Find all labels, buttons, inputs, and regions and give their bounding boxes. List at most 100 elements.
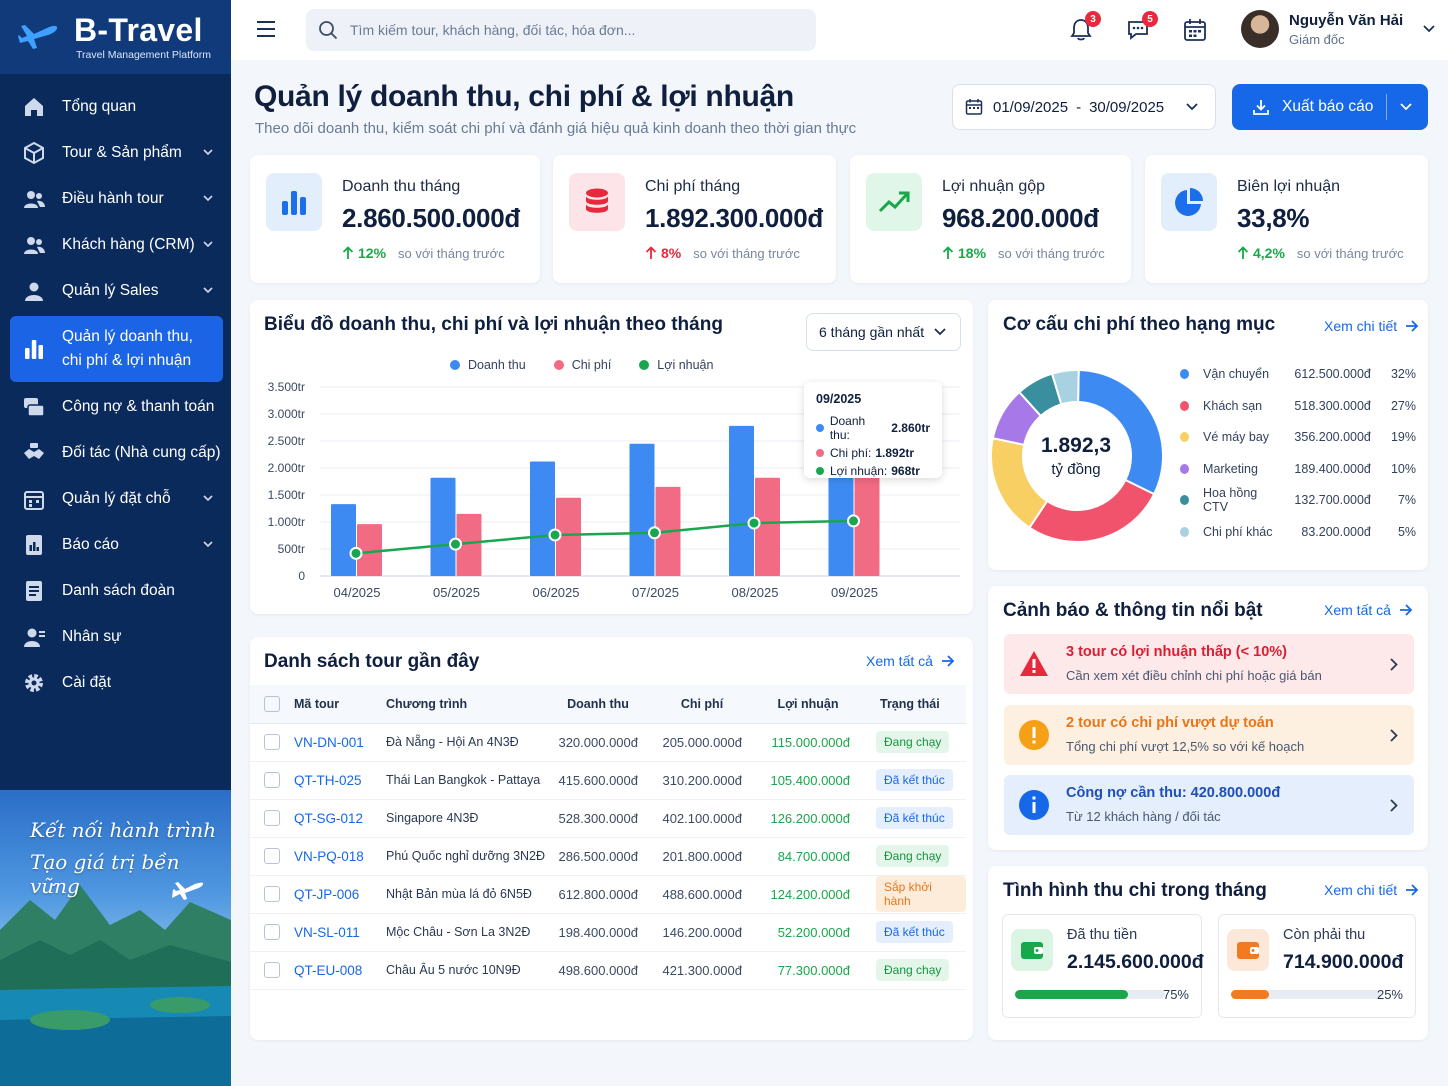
- sidebar-item-label: Tour & Sản phẩm: [62, 144, 182, 161]
- sidebar-item-0[interactable]: Tổng quan: [0, 84, 231, 130]
- alert-over-budget[interactable]: 2 tour có chi phí vượt dự toán Tổng chi …: [1004, 705, 1414, 765]
- bar-cost: [854, 473, 880, 576]
- legend-item[interactable]: Lợi nhuận: [639, 358, 713, 372]
- bar-revenue: [729, 425, 754, 576]
- arrow-up-icon: [1237, 246, 1249, 260]
- cost-donut-chart: [990, 368, 1164, 543]
- date-range-picker[interactable]: 01/09/2025 - 30/09/2025: [952, 84, 1216, 130]
- tooltip-label: Lợi nhuận:: [830, 464, 888, 478]
- tooltip-row-revenue: Doanh thu: 2.860tr: [816, 414, 930, 442]
- gear-icon: [22, 671, 46, 695]
- table-row[interactable]: QT-EU-008 Châu Âu 5 nước 10N9Đ 498.600.000…: [250, 951, 966, 990]
- tour-code[interactable]: QT-EU-008: [294, 951, 386, 990]
- logo[interactable]: B-Travel Travel Management Platform: [0, 0, 231, 74]
- select-all-checkbox[interactable]: [264, 695, 280, 712]
- sidebar-item-4[interactable]: Quản lý Sales: [0, 268, 231, 314]
- table-row[interactable]: VN-PQ-018 Phú Quốc nghỉ dưỡng 3N2Đ 286.500…: [250, 837, 966, 876]
- cost-percent: 27%: [1390, 399, 1417, 413]
- alert-low-profit[interactable]: 3 tour có lợi nhuận thấp (< 10%) Cần xem…: [1004, 634, 1414, 694]
- status-badge: Sắp khởi hành: [876, 876, 966, 912]
- legend-dot: [639, 360, 650, 370]
- table-row[interactable]: VN-SL-011 Mộc Châu - Sơn La 3N2Đ 198.400.0…: [250, 913, 966, 952]
- arrow-up-icon: [645, 246, 657, 260]
- promo-banner: Kết nối hành trình Tạo giá trị bền vững: [0, 790, 231, 1086]
- view-all-alerts-link[interactable]: Xem tất cả: [1324, 602, 1413, 618]
- sidebar-item-8[interactable]: Quản lý đặt chỗ: [0, 476, 231, 522]
- cost-legend-row: Hoa hồng CTV 132.700.000đ 7%: [1180, 486, 1420, 514]
- chevron-down-icon[interactable]: [1400, 103, 1412, 111]
- cost-value: 132.700.000đ: [1294, 493, 1371, 507]
- sidebar-item-label: Đối tác (Nhà cung cấp): [62, 444, 221, 461]
- point-profit: [747, 516, 761, 530]
- database-icon: [569, 173, 625, 231]
- cashflow-detail-link[interactable]: Xem chi tiết: [1324, 882, 1419, 898]
- tour-revenue: 528.300.000đ: [546, 799, 650, 838]
- export-report-button[interactable]: Xuất báo cáo: [1232, 84, 1428, 130]
- kpi-delta: 8% so với tháng trước: [645, 245, 800, 261]
- chevron-down-icon: [1186, 103, 1198, 111]
- table-row[interactable]: VN-DN-001 Đà Nẵng - Hội An 4N3Đ 320.000.00…: [250, 723, 966, 762]
- arrow-right-icon: [1397, 320, 1419, 332]
- legend-item[interactable]: Doanh thu: [450, 358, 526, 372]
- row-checkbox[interactable]: [264, 962, 280, 978]
- box-icon: [22, 141, 46, 165]
- sidebar-item-2[interactable]: Điều hành tour: [0, 176, 231, 222]
- cost-percent: 5%: [1397, 525, 1417, 539]
- sidebar-item-6[interactable]: Công nợ & thanh toán: [0, 384, 231, 430]
- tour-revenue: 498.600.000đ: [546, 951, 650, 990]
- cost-detail-link[interactable]: Xem chi tiết: [1324, 318, 1419, 334]
- bar-revenue: [629, 443, 655, 576]
- view-all-tours-link[interactable]: Xem tất cả: [866, 653, 955, 669]
- row-checkbox[interactable]: [264, 772, 280, 788]
- tour-revenue: 612.800.000đ: [546, 875, 650, 914]
- row-checkbox[interactable]: [264, 924, 280, 940]
- search-box[interactable]: Tìm kiếm tour, khách hàng, đối tác, hóa …: [306, 9, 816, 51]
- table-row[interactable]: QT-JP-006 Nhật Bản mùa lá đỏ 6N5Đ 612.800.…: [250, 875, 966, 914]
- donut-slice[interactable]: [1077, 368, 1164, 496]
- chevron-down-icon: [203, 493, 213, 503]
- donut-slice[interactable]: [1050, 369, 1080, 406]
- search-input[interactable]: Tìm kiếm tour, khách hàng, đối tác, hóa …: [350, 22, 636, 38]
- sidebar-item-label: Điều hành tour: [62, 190, 164, 207]
- row-checkbox[interactable]: [264, 886, 280, 902]
- tour-code[interactable]: VN-PQ-018: [294, 837, 386, 876]
- tour-code[interactable]: QT-JP-006: [294, 875, 386, 914]
- cost-name: Hoa hồng CTV: [1203, 486, 1258, 514]
- alert-receivable[interactable]: Công nợ cần thu: 420.800.000đ Từ 12 khác…: [1004, 775, 1414, 835]
- user-menu[interactable]: Nguyễn Văn Hải Giám đốc: [1241, 10, 1435, 48]
- tour-code[interactable]: VN-SL-011: [294, 913, 386, 952]
- point-profit: [349, 546, 363, 560]
- calendar-icon[interactable]: [1181, 16, 1209, 44]
- table-row[interactable]: QT-TH-025 Thái Lan Bangkok - Pattaya 415.6…: [250, 761, 966, 800]
- legend-item[interactable]: Chi phí: [553, 358, 611, 372]
- tour-code[interactable]: VN-DN-001: [294, 723, 386, 762]
- sidebar-item-12[interactable]: Cài đặt: [0, 660, 231, 706]
- staff-icon: [22, 625, 46, 649]
- row-checkbox[interactable]: [264, 848, 280, 864]
- sidebar-item-label: Quản lý Sales: [62, 282, 159, 299]
- row-select-cell: [250, 875, 294, 914]
- row-checkbox[interactable]: [264, 734, 280, 750]
- table-row[interactable]: QT-SG-012 Singapore 4N3Đ 528.300.000đ 402.1…: [250, 799, 966, 838]
- export-label: Xuất báo cáo: [1282, 98, 1374, 115]
- chat-icon[interactable]: 5: [1124, 11, 1158, 44]
- sidebar-item-3[interactable]: Khách hàng (CRM): [0, 222, 231, 268]
- sidebar-item-9[interactable]: Báo cáo: [0, 522, 231, 568]
- tour-code[interactable]: QT-TH-025: [294, 761, 386, 800]
- tour-code[interactable]: QT-SG-012: [294, 799, 386, 838]
- sidebar-item-11[interactable]: Nhân sự: [0, 614, 231, 660]
- bell-icon[interactable]: 3: [1067, 11, 1101, 44]
- sidebar-item-5[interactable]: Quản lý doanh thu, chi phí & lợi nhuận: [10, 316, 223, 382]
- warning-icon: [1018, 648, 1050, 680]
- sidebar-item-7[interactable]: Đối tác (Nhà cung cấp): [0, 430, 231, 476]
- range-select[interactable]: 6 tháng gần nhất: [806, 313, 961, 351]
- sidebar-item-1[interactable]: Tour & Sản phẩm: [0, 130, 231, 176]
- brand-name: B-Travel: [74, 11, 203, 48]
- hamburger-menu-icon[interactable]: [255, 20, 277, 38]
- donut-slice[interactable]: [1028, 478, 1156, 543]
- bar-cost: [556, 497, 581, 576]
- chevron-right-icon: [1390, 658, 1398, 671]
- sidebar-item-10[interactable]: Danh sách đoàn: [0, 568, 231, 614]
- link-label: Xem tất cả: [1324, 602, 1391, 618]
- row-checkbox[interactable]: [264, 810, 280, 826]
